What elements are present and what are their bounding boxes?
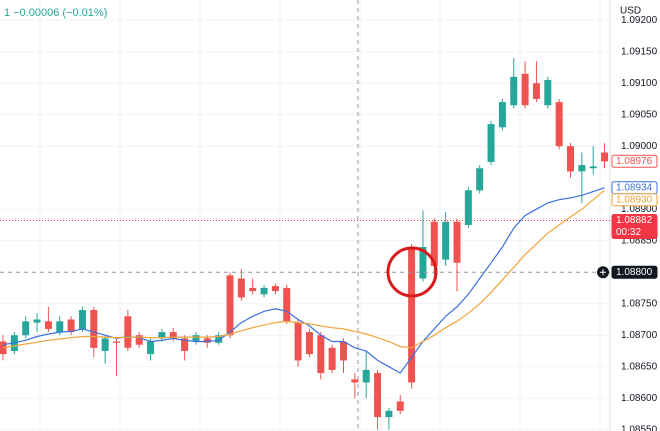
y-tick-label: 1.08550 [621, 424, 658, 431]
crosshair-plus-icon [600, 269, 606, 276]
candle-body [44, 321, 52, 329]
candle-body [90, 310, 98, 348]
candle-body [328, 347, 336, 370]
candle-body [476, 168, 484, 191]
candle-body [101, 338, 109, 351]
candle-body [464, 190, 472, 225]
candle-body [453, 221, 461, 263]
candle-body [567, 146, 574, 172]
y-tick-label: 1.08900 [621, 204, 658, 215]
candle-body [271, 286, 279, 292]
price-tag-label: 1.08800 [616, 267, 653, 278]
candle-body [192, 335, 200, 342]
y-tick-label: 1.09200 [621, 15, 658, 26]
header-text: 1 −0.00006 (−0.01%) [4, 7, 107, 19]
candle-body [283, 287, 291, 322]
candle-body [317, 335, 325, 374]
candle-body [374, 373, 382, 418]
candle-body [147, 341, 155, 355]
y-axis-label: USD [620, 6, 641, 17]
candle-body [487, 124, 495, 162]
candle-body [215, 335, 223, 343]
candle-body [521, 73, 529, 106]
countdown: 00:32 [616, 227, 641, 238]
candle-body [294, 322, 302, 361]
price-tag [611, 193, 658, 207]
candle-body [249, 287, 257, 292]
y-tick-label: 1.09050 [621, 109, 658, 120]
candle-body [67, 319, 75, 333]
candle-body [601, 152, 609, 162]
price-tag-label: 1.08976 [616, 156, 653, 167]
candle-body [408, 247, 416, 383]
y-tick-label: 1.08700 [621, 330, 658, 341]
candle-body [237, 278, 245, 298]
candle-body [226, 275, 234, 336]
candle-body [169, 332, 177, 339]
candle-body [396, 401, 404, 411]
candle-body [532, 83, 540, 99]
candle-body [498, 102, 506, 128]
y-tick-label: 1.08750 [621, 298, 658, 309]
candle-body [578, 165, 586, 172]
candle-body [181, 338, 189, 351]
candle-body [362, 369, 370, 383]
candle-body [544, 80, 552, 106]
candle-body [430, 221, 438, 266]
price-tag-label: 1.08882 [616, 215, 653, 226]
price-tag [611, 214, 658, 240]
y-tick-label: 1.09150 [621, 46, 658, 57]
y-tick-label: 1.09000 [621, 141, 658, 152]
y-tick-label: 1.08650 [621, 361, 658, 372]
price-tag [611, 265, 658, 279]
candle-body [78, 310, 86, 329]
candle-body [158, 332, 166, 339]
candle-body [419, 247, 427, 279]
candle-body [260, 287, 268, 295]
vertical-grid [39, 0, 601, 431]
candle-body [442, 221, 450, 260]
candle-body [124, 316, 132, 348]
candle-body [589, 166, 597, 169]
candle-body [385, 410, 393, 418]
moving-average [2, 189, 605, 349]
candle-body [56, 321, 64, 333]
price-tag-label: 1.08934 [616, 182, 653, 193]
annotation-circle [386, 246, 438, 298]
y-tick-label: 1.08600 [621, 393, 658, 404]
y-tick-label: 1.08850 [621, 235, 658, 246]
candle-body [510, 76, 518, 106]
candle-body [340, 341, 347, 361]
candle-body [305, 332, 313, 355]
candle-body [33, 319, 41, 323]
price-tag [611, 154, 658, 168]
candle-body [22, 321, 30, 336]
price-tag-label: 1.08930 [616, 194, 653, 205]
candle-body [203, 338, 211, 343]
candle-body [113, 341, 120, 343]
candle-body [555, 102, 563, 147]
candle-body [351, 379, 359, 383]
y-tick-label: 1.09100 [621, 78, 658, 89]
candle-body [135, 335, 143, 345]
